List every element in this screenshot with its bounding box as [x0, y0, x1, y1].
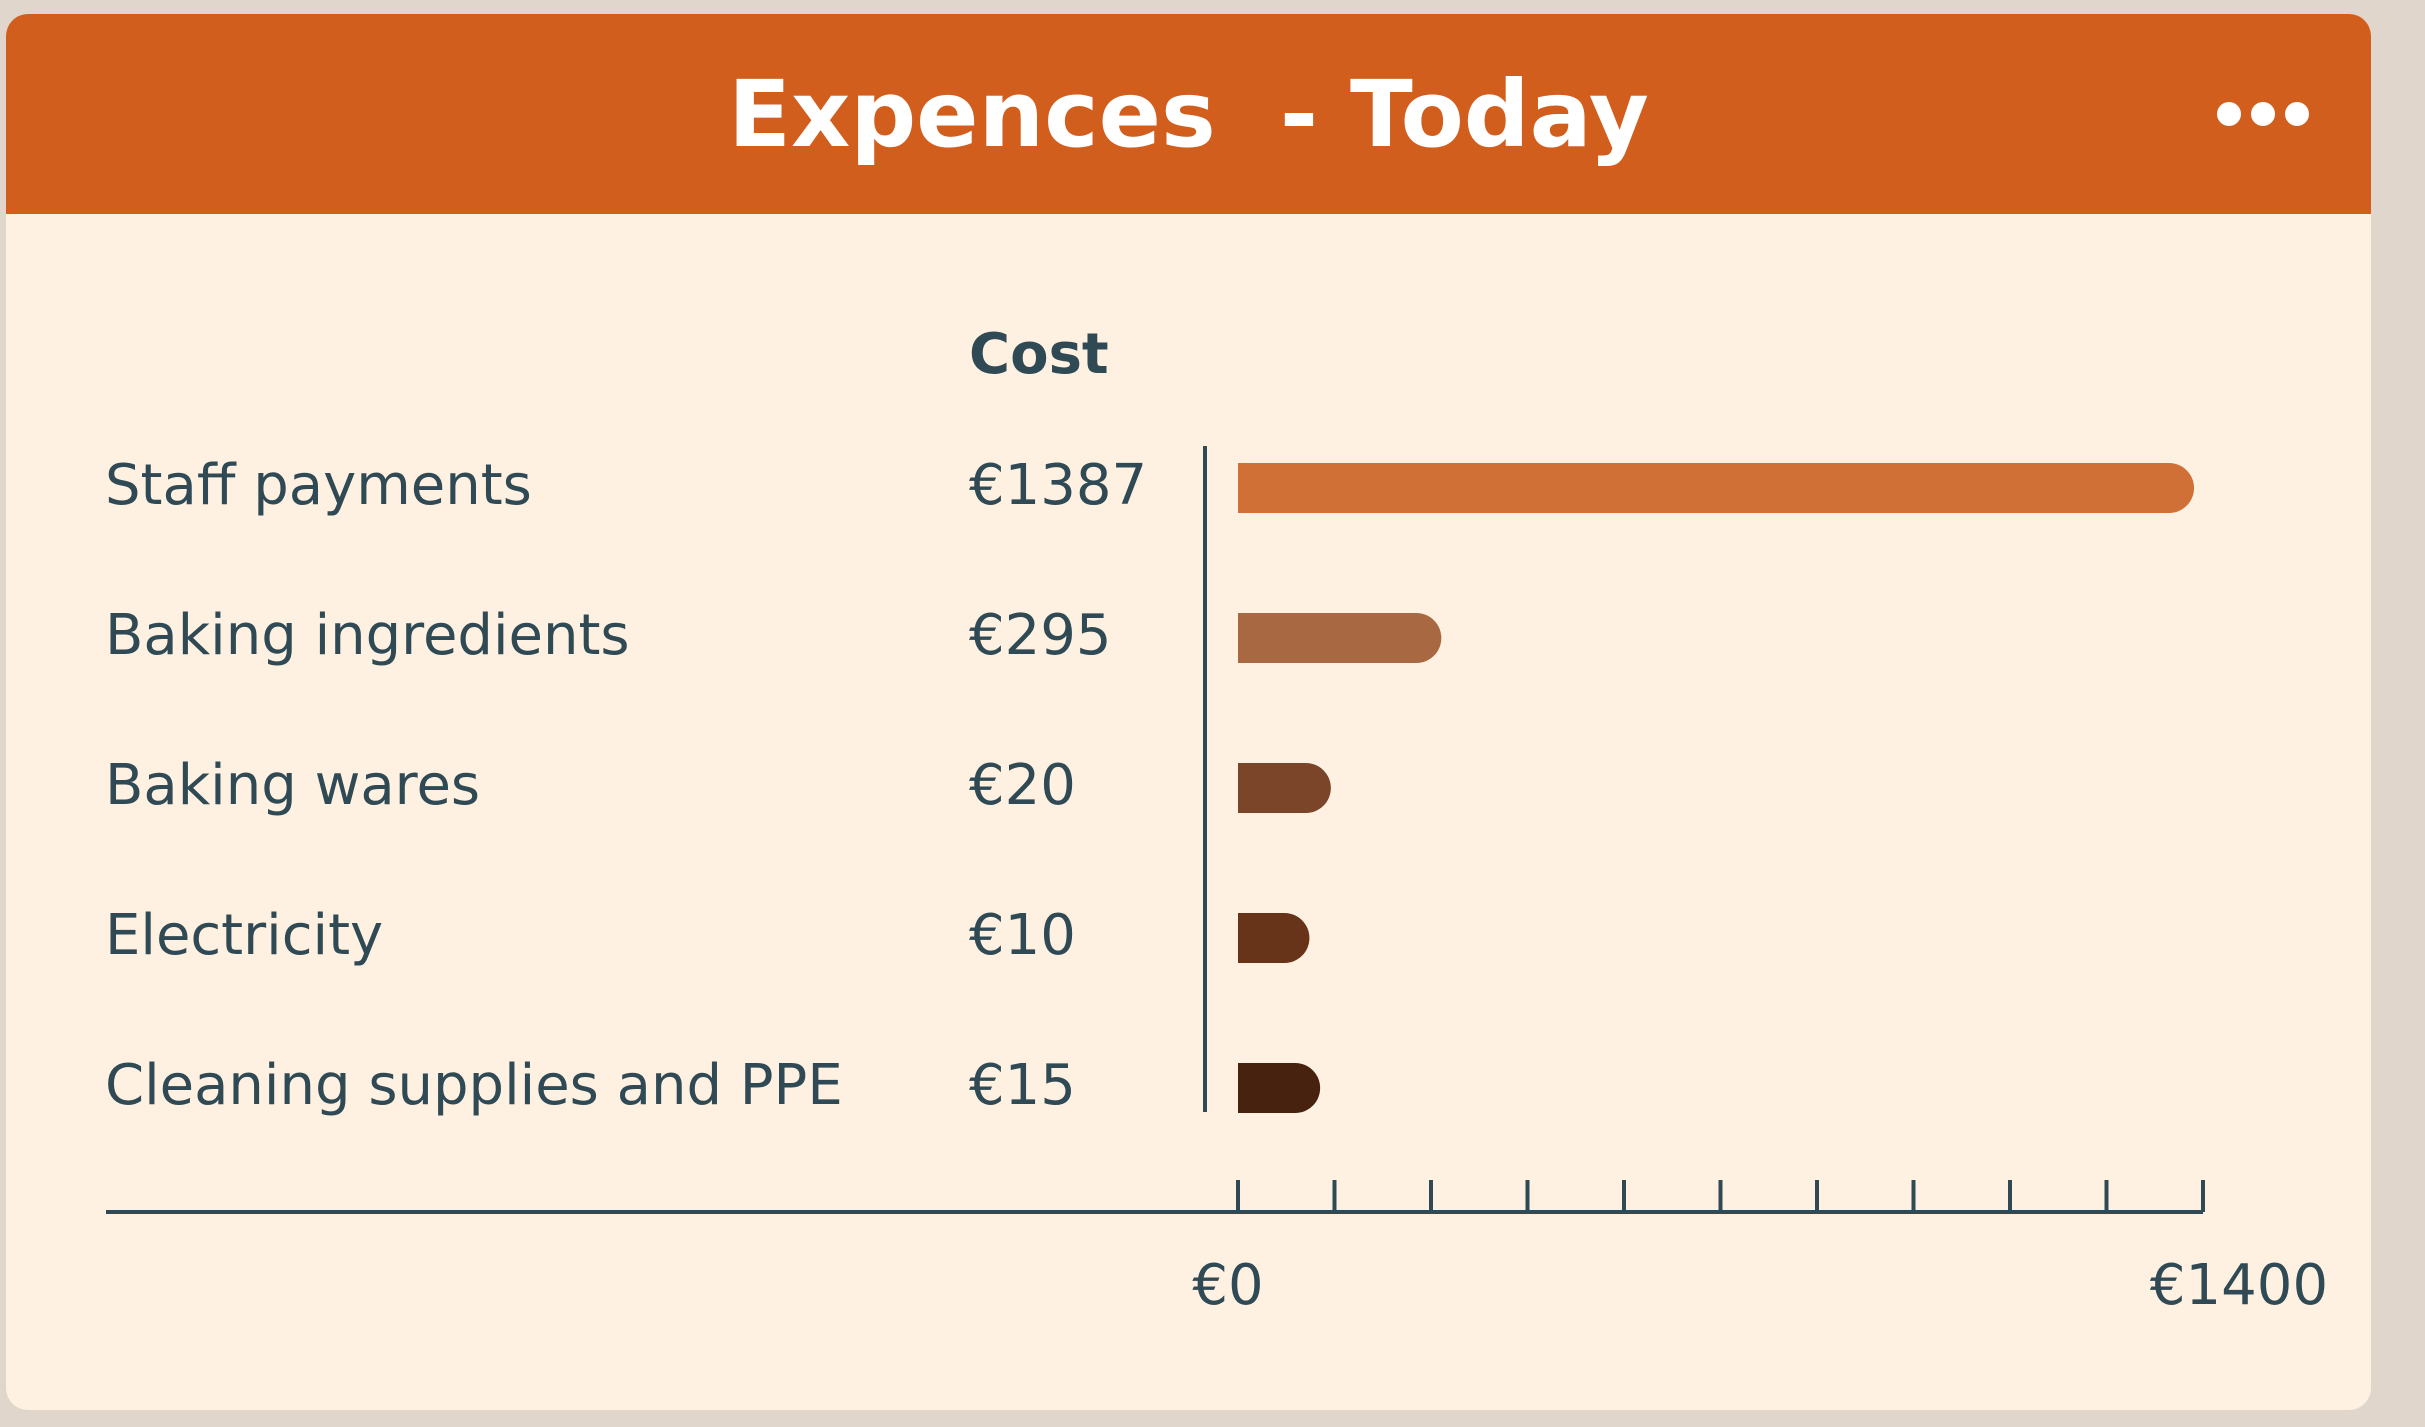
expenses-card: Expences - Today Cost Staff payments €138…: [6, 14, 2371, 1410]
cost-column-header: Cost: [969, 322, 1109, 387]
value-label: €295: [969, 603, 1112, 668]
category-label: Cleaning supplies and PPE: [105, 1053, 843, 1118]
x-tick-label-max: €1400: [2150, 1253, 2328, 1318]
category-label: Baking ingredients: [105, 603, 630, 668]
card-header: Expences - Today: [6, 14, 2371, 214]
category-label: Staff payments: [105, 453, 532, 518]
bar: [1238, 613, 1442, 663]
x-tick-label-min: €0: [1192, 1253, 1263, 1318]
bar-left-cap: [1238, 913, 1263, 963]
value-label: €15: [969, 1053, 1076, 1118]
category-label: Baking wares: [105, 753, 481, 818]
more-dot: [2251, 102, 2275, 126]
category-label: Electricity: [105, 903, 384, 968]
more-dot: [2285, 102, 2309, 126]
value-label: €20: [969, 753, 1076, 818]
bar-left-cap: [1238, 463, 1263, 513]
more-options-icon[interactable]: [2217, 102, 2309, 126]
more-dot: [2217, 102, 2241, 126]
card-title: Expences - Today: [728, 60, 1649, 168]
value-label: €1387: [969, 453, 1148, 518]
bar-left-cap: [1238, 763, 1263, 813]
value-label: €10: [969, 903, 1076, 968]
expenses-bar-chart: €0 €1400: [106, 446, 2328, 1318]
bar: [1238, 463, 2195, 513]
bar-left-cap: [1238, 1063, 1263, 1113]
bar-left-cap: [1238, 613, 1263, 663]
